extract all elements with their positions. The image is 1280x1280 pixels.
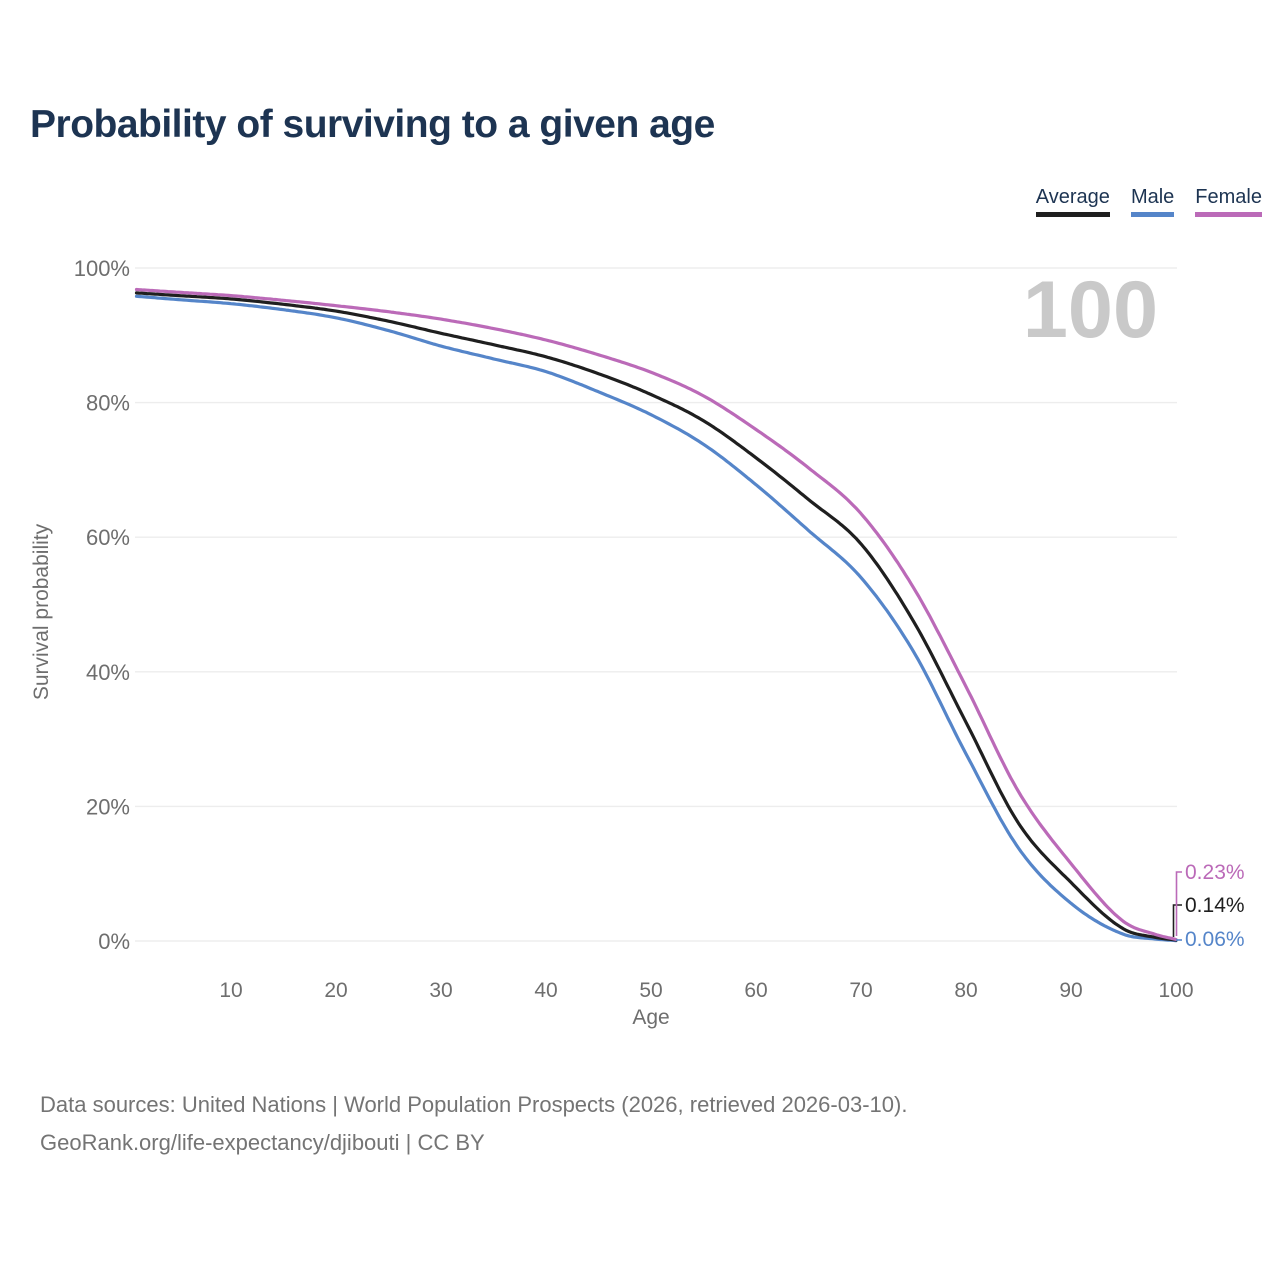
legend-item-average[interactable]: Average	[1035, 185, 1110, 217]
x-tick-label: 100	[1158, 979, 1193, 1002]
end-label-connector-average	[1172, 904, 1182, 937]
y-axis-title: Survival probability	[30, 523, 53, 701]
end-label-connector-female	[1175, 871, 1182, 936]
legend-label: Male	[1130, 186, 1175, 208]
series-line-average	[134, 291, 1178, 942]
legend-label: Average	[1035, 186, 1110, 208]
x-tick-label: 70	[849, 979, 872, 1002]
x-tick-label: 40	[534, 979, 557, 1002]
y-tick-label: 0%	[98, 929, 130, 954]
footer-license-line: GeoRank.org/life-expectancy/djibouti | C…	[40, 1130, 485, 1155]
footer: Data sources: United Nations | World Pop…	[40, 1086, 907, 1162]
x-tick-label: 30	[429, 979, 452, 1002]
series-line-male	[134, 294, 1178, 943]
y-tick-label: 80%	[86, 391, 130, 416]
x-axis-title: Age	[632, 1006, 670, 1029]
x-tick-label: 50	[639, 979, 662, 1002]
legend-item-male[interactable]: Male	[1130, 185, 1175, 217]
y-tick-label: 40%	[86, 660, 130, 685]
y-tick-label: 60%	[86, 525, 130, 550]
legend: Average Male Female	[1035, 185, 1262, 217]
footer-source-line: Data sources: United Nations | World Pop…	[40, 1092, 908, 1117]
end-label-female: 0.23%	[1185, 861, 1245, 884]
legend-item-female[interactable]: Female	[1195, 185, 1262, 217]
legend-label: Female	[1195, 186, 1262, 208]
x-tick-label: 60	[744, 979, 767, 1002]
end-label-average: 0.14%	[1185, 894, 1245, 917]
x-tick-label: 90	[1059, 979, 1082, 1002]
end-label-male: 0.06%	[1185, 928, 1245, 951]
page-title: Probability of surviving to a given age	[30, 103, 715, 146]
legend-color-swatch	[1195, 212, 1262, 217]
x-tick-label: 80	[954, 979, 977, 1002]
y-tick-label: 20%	[86, 794, 130, 819]
series-line-female	[134, 287, 1178, 942]
x-tick-label: 10	[219, 979, 242, 1002]
legend-color-swatch	[1035, 212, 1110, 217]
y-tick-label: 100%	[74, 256, 130, 281]
age-counter-watermark: 100	[1022, 265, 1158, 355]
x-tick-label: 20	[324, 979, 347, 1002]
legend-color-swatch	[1130, 212, 1175, 217]
